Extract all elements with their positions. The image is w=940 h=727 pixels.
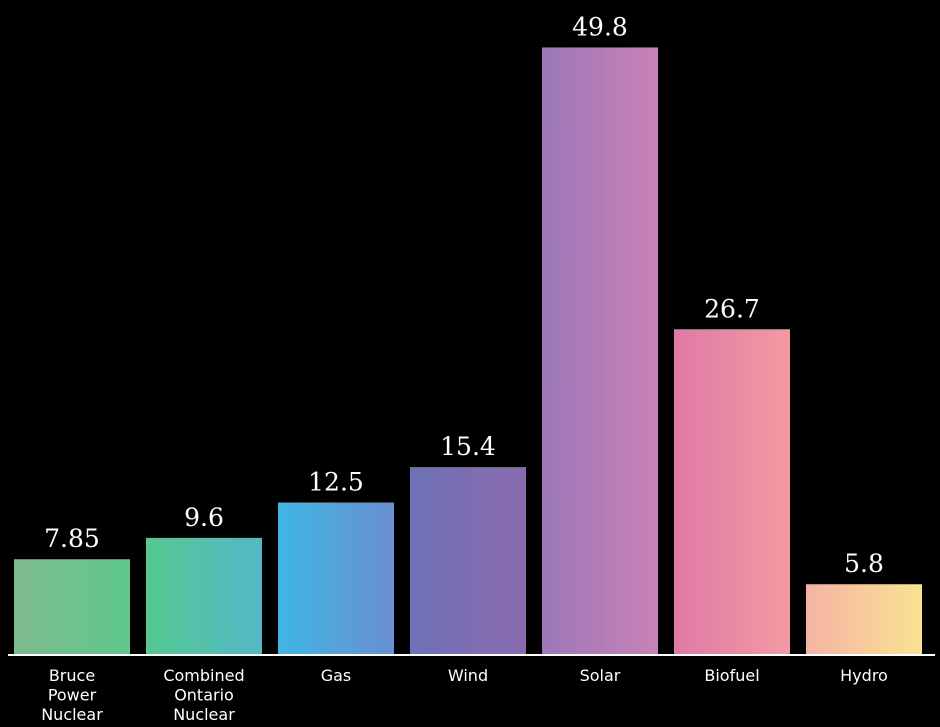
category-label-2: Gas — [321, 666, 352, 685]
bar-2 — [278, 502, 394, 655]
bar-0 — [14, 559, 130, 655]
value-label-4: 49.8 — [572, 12, 628, 41]
category-label-1: Combined Ontario Nuclear — [163, 666, 244, 724]
labels-group: 7.85 Bruce Power Nuclear 9.6 Combined Ontario N… — [41, 12, 888, 724]
value-label-1: 9.6 — [184, 503, 224, 532]
value-label-5: 26.7 — [704, 294, 760, 323]
bar-4 — [542, 47, 658, 655]
bar-3 — [410, 467, 526, 655]
value-label-2: 12.5 — [308, 468, 364, 497]
category-label-6: Hydro — [840, 666, 888, 685]
value-label-3: 15.4 — [440, 432, 496, 461]
category-label-0: Bruce Power Nuclear — [41, 666, 103, 724]
category-label-4: Solar — [580, 666, 621, 685]
bar-5 — [674, 329, 790, 655]
category-label-5: Biofuel — [704, 666, 759, 685]
bars-group — [14, 47, 922, 655]
bar-6 — [806, 584, 922, 655]
category-label-3: Wind — [448, 666, 488, 685]
value-label-6: 5.8 — [844, 549, 884, 578]
value-label-0: 7.85 — [44, 524, 100, 553]
bar-1 — [146, 537, 262, 655]
